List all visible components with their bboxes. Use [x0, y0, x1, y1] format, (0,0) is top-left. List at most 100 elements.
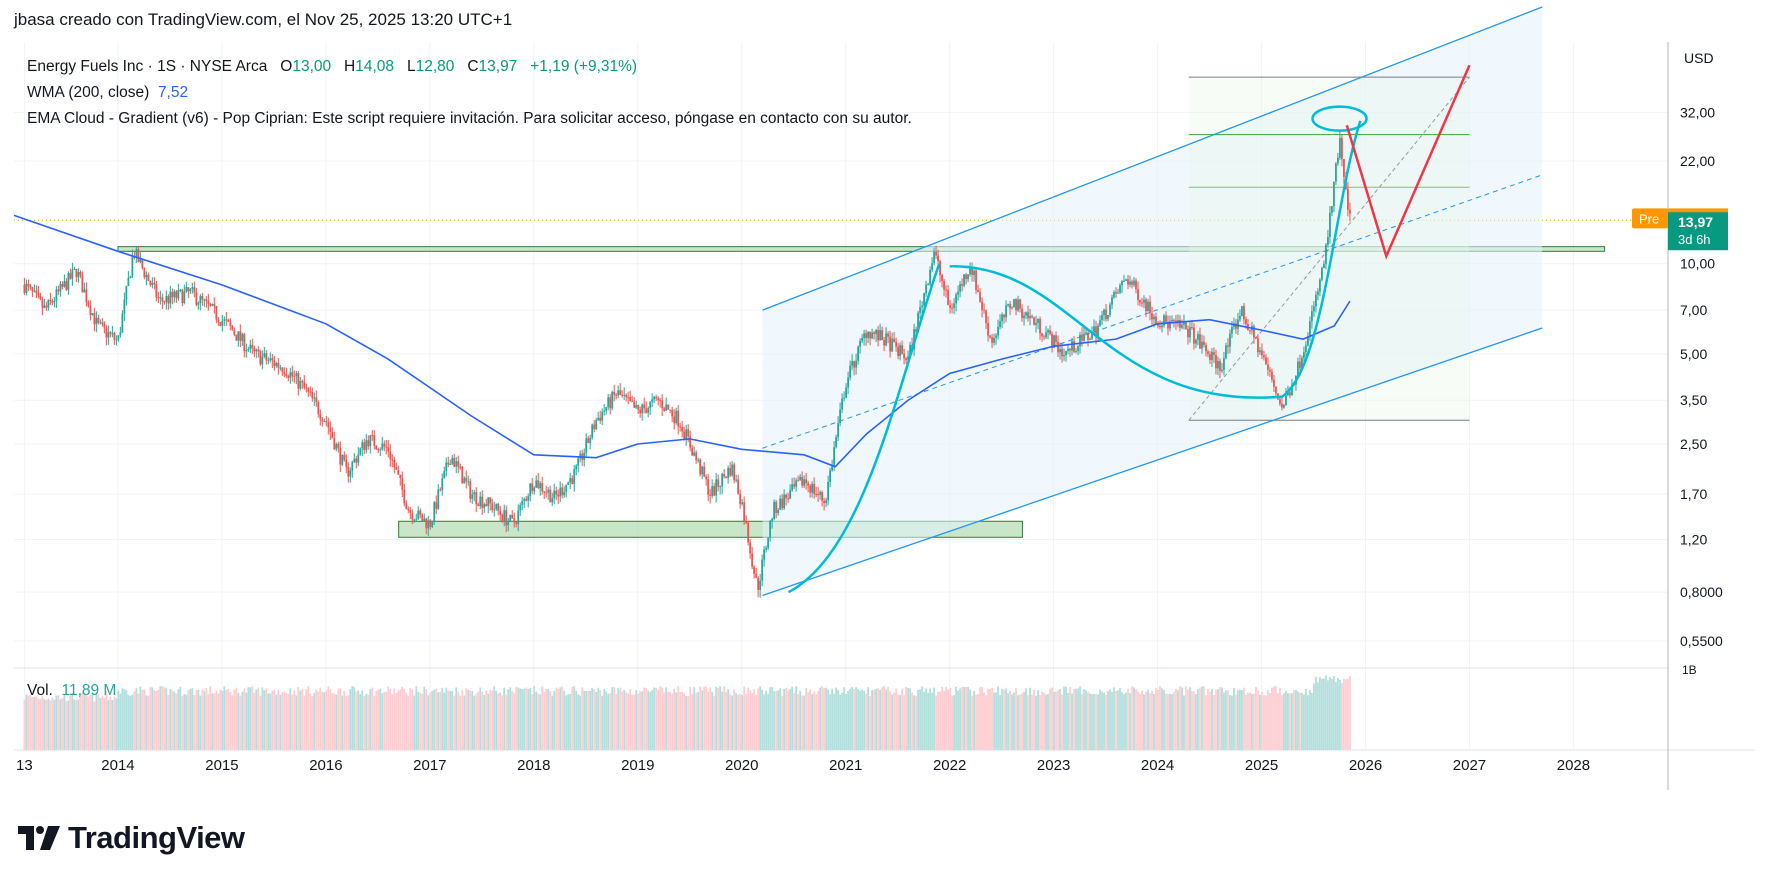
candle-body — [667, 404, 670, 410]
volume-bar — [493, 686, 496, 750]
candle-body — [1325, 244, 1327, 264]
wma-line — [13, 214, 1351, 468]
candle-body — [343, 454, 346, 460]
volume-bar — [495, 690, 498, 750]
volume-bar — [967, 686, 969, 750]
volume-bar — [713, 695, 716, 750]
candle-body — [303, 382, 306, 388]
candle-body — [819, 492, 822, 495]
volume-bar — [859, 690, 861, 750]
volume-bar — [1319, 677, 1321, 750]
candle-body — [857, 346, 859, 361]
candle-body — [573, 469, 576, 484]
volume-bar — [571, 687, 574, 750]
volume-bar — [203, 690, 206, 750]
candle-body — [115, 339, 118, 341]
volume-bar — [475, 693, 478, 750]
volume-bar — [757, 688, 760, 750]
candle-body — [217, 319, 220, 323]
candle-body — [939, 261, 941, 276]
volume-bar — [523, 688, 526, 750]
candle-body — [967, 274, 969, 280]
candle-body — [743, 502, 746, 521]
candle-body — [1119, 285, 1121, 293]
volume-bar — [155, 691, 158, 750]
volume-bar — [105, 692, 108, 750]
volume-bar — [1131, 686, 1133, 750]
volume-bar — [117, 690, 120, 750]
candle-body — [813, 483, 816, 494]
volume-bar — [1037, 690, 1039, 750]
candle-body — [477, 504, 480, 506]
candle-body — [1061, 349, 1063, 357]
candle-body — [781, 498, 784, 509]
volume-bar — [721, 691, 724, 750]
legend-ema-row[interactable]: EMA Cloud - Gradient (v6) - Pop Ciprian:… — [27, 106, 912, 132]
volume-bar — [1235, 694, 1237, 750]
candle-body — [837, 423, 840, 438]
volume-bar — [575, 690, 578, 750]
candle-body — [907, 356, 909, 361]
volume-bar — [135, 688, 138, 750]
candle-body — [1005, 305, 1007, 318]
volume-bar — [73, 699, 76, 750]
candle-body — [853, 361, 855, 368]
candle-body — [49, 299, 52, 301]
volume-bar — [631, 694, 634, 750]
volume-bar — [129, 695, 132, 750]
tradingview-logo[interactable]: TradingView — [18, 820, 245, 856]
candle-body — [1077, 346, 1079, 352]
volume-bar — [411, 689, 414, 750]
volume-bar — [1055, 691, 1057, 750]
volume-bar — [761, 689, 764, 750]
candle-body — [179, 289, 182, 291]
candle-body — [735, 479, 738, 481]
legend-wma-row[interactable]: WMA (200, close) 7,52 — [27, 80, 912, 106]
volume-bar — [489, 689, 492, 750]
candle-body — [445, 462, 448, 471]
candle-body — [1223, 358, 1225, 370]
legend-symbol[interactable]: Energy Fuels Inc · 1S · NYSE Arca — [27, 58, 268, 75]
volume-bar — [169, 688, 172, 750]
candle-body — [779, 498, 782, 510]
volume-bar — [963, 686, 965, 750]
volume-bar — [749, 690, 752, 750]
candle-body — [73, 268, 76, 270]
volume-bar — [385, 691, 388, 750]
volume-bar — [513, 693, 516, 750]
channel-layer — [762, 6, 1543, 597]
candle-body — [647, 407, 650, 413]
candle-body — [703, 466, 706, 477]
candle-body — [1331, 206, 1333, 213]
time-tick-label: 13 — [16, 757, 33, 774]
volume-bar — [1061, 694, 1063, 750]
volume-bar — [985, 695, 987, 750]
time-tick-label: 2020 — [725, 757, 758, 774]
volume-bar — [873, 689, 875, 750]
volume-bar — [915, 695, 917, 750]
candle-body — [1101, 315, 1103, 321]
legend-close: 13,97 — [478, 58, 518, 75]
volume-bar — [553, 690, 556, 750]
volume-bar — [397, 690, 400, 750]
volume-bar — [349, 689, 352, 750]
candle-body — [1111, 297, 1113, 305]
candle-body — [515, 522, 518, 524]
candle-body — [91, 313, 94, 315]
volume-bar — [149, 686, 152, 750]
volume-bar — [639, 690, 642, 750]
candle-body — [1065, 351, 1067, 356]
candle-body — [517, 510, 520, 524]
price-chart[interactable]: 32,00 22,00 10,00 7,00 5,00 3,50 2,50 1,70 1,20 0… — [0, 0, 1769, 800]
candle-body — [1085, 332, 1087, 334]
volume-bar — [93, 701, 96, 750]
candle-body — [637, 404, 640, 410]
candle-body — [1221, 369, 1223, 371]
candle-body — [669, 409, 672, 411]
volume-bar — [627, 693, 630, 750]
cyan-cup-curve — [949, 120, 1362, 399]
candle-body — [1039, 318, 1041, 334]
candle-body — [323, 420, 326, 422]
candle-body — [941, 275, 943, 281]
volume-bar — [559, 687, 562, 750]
